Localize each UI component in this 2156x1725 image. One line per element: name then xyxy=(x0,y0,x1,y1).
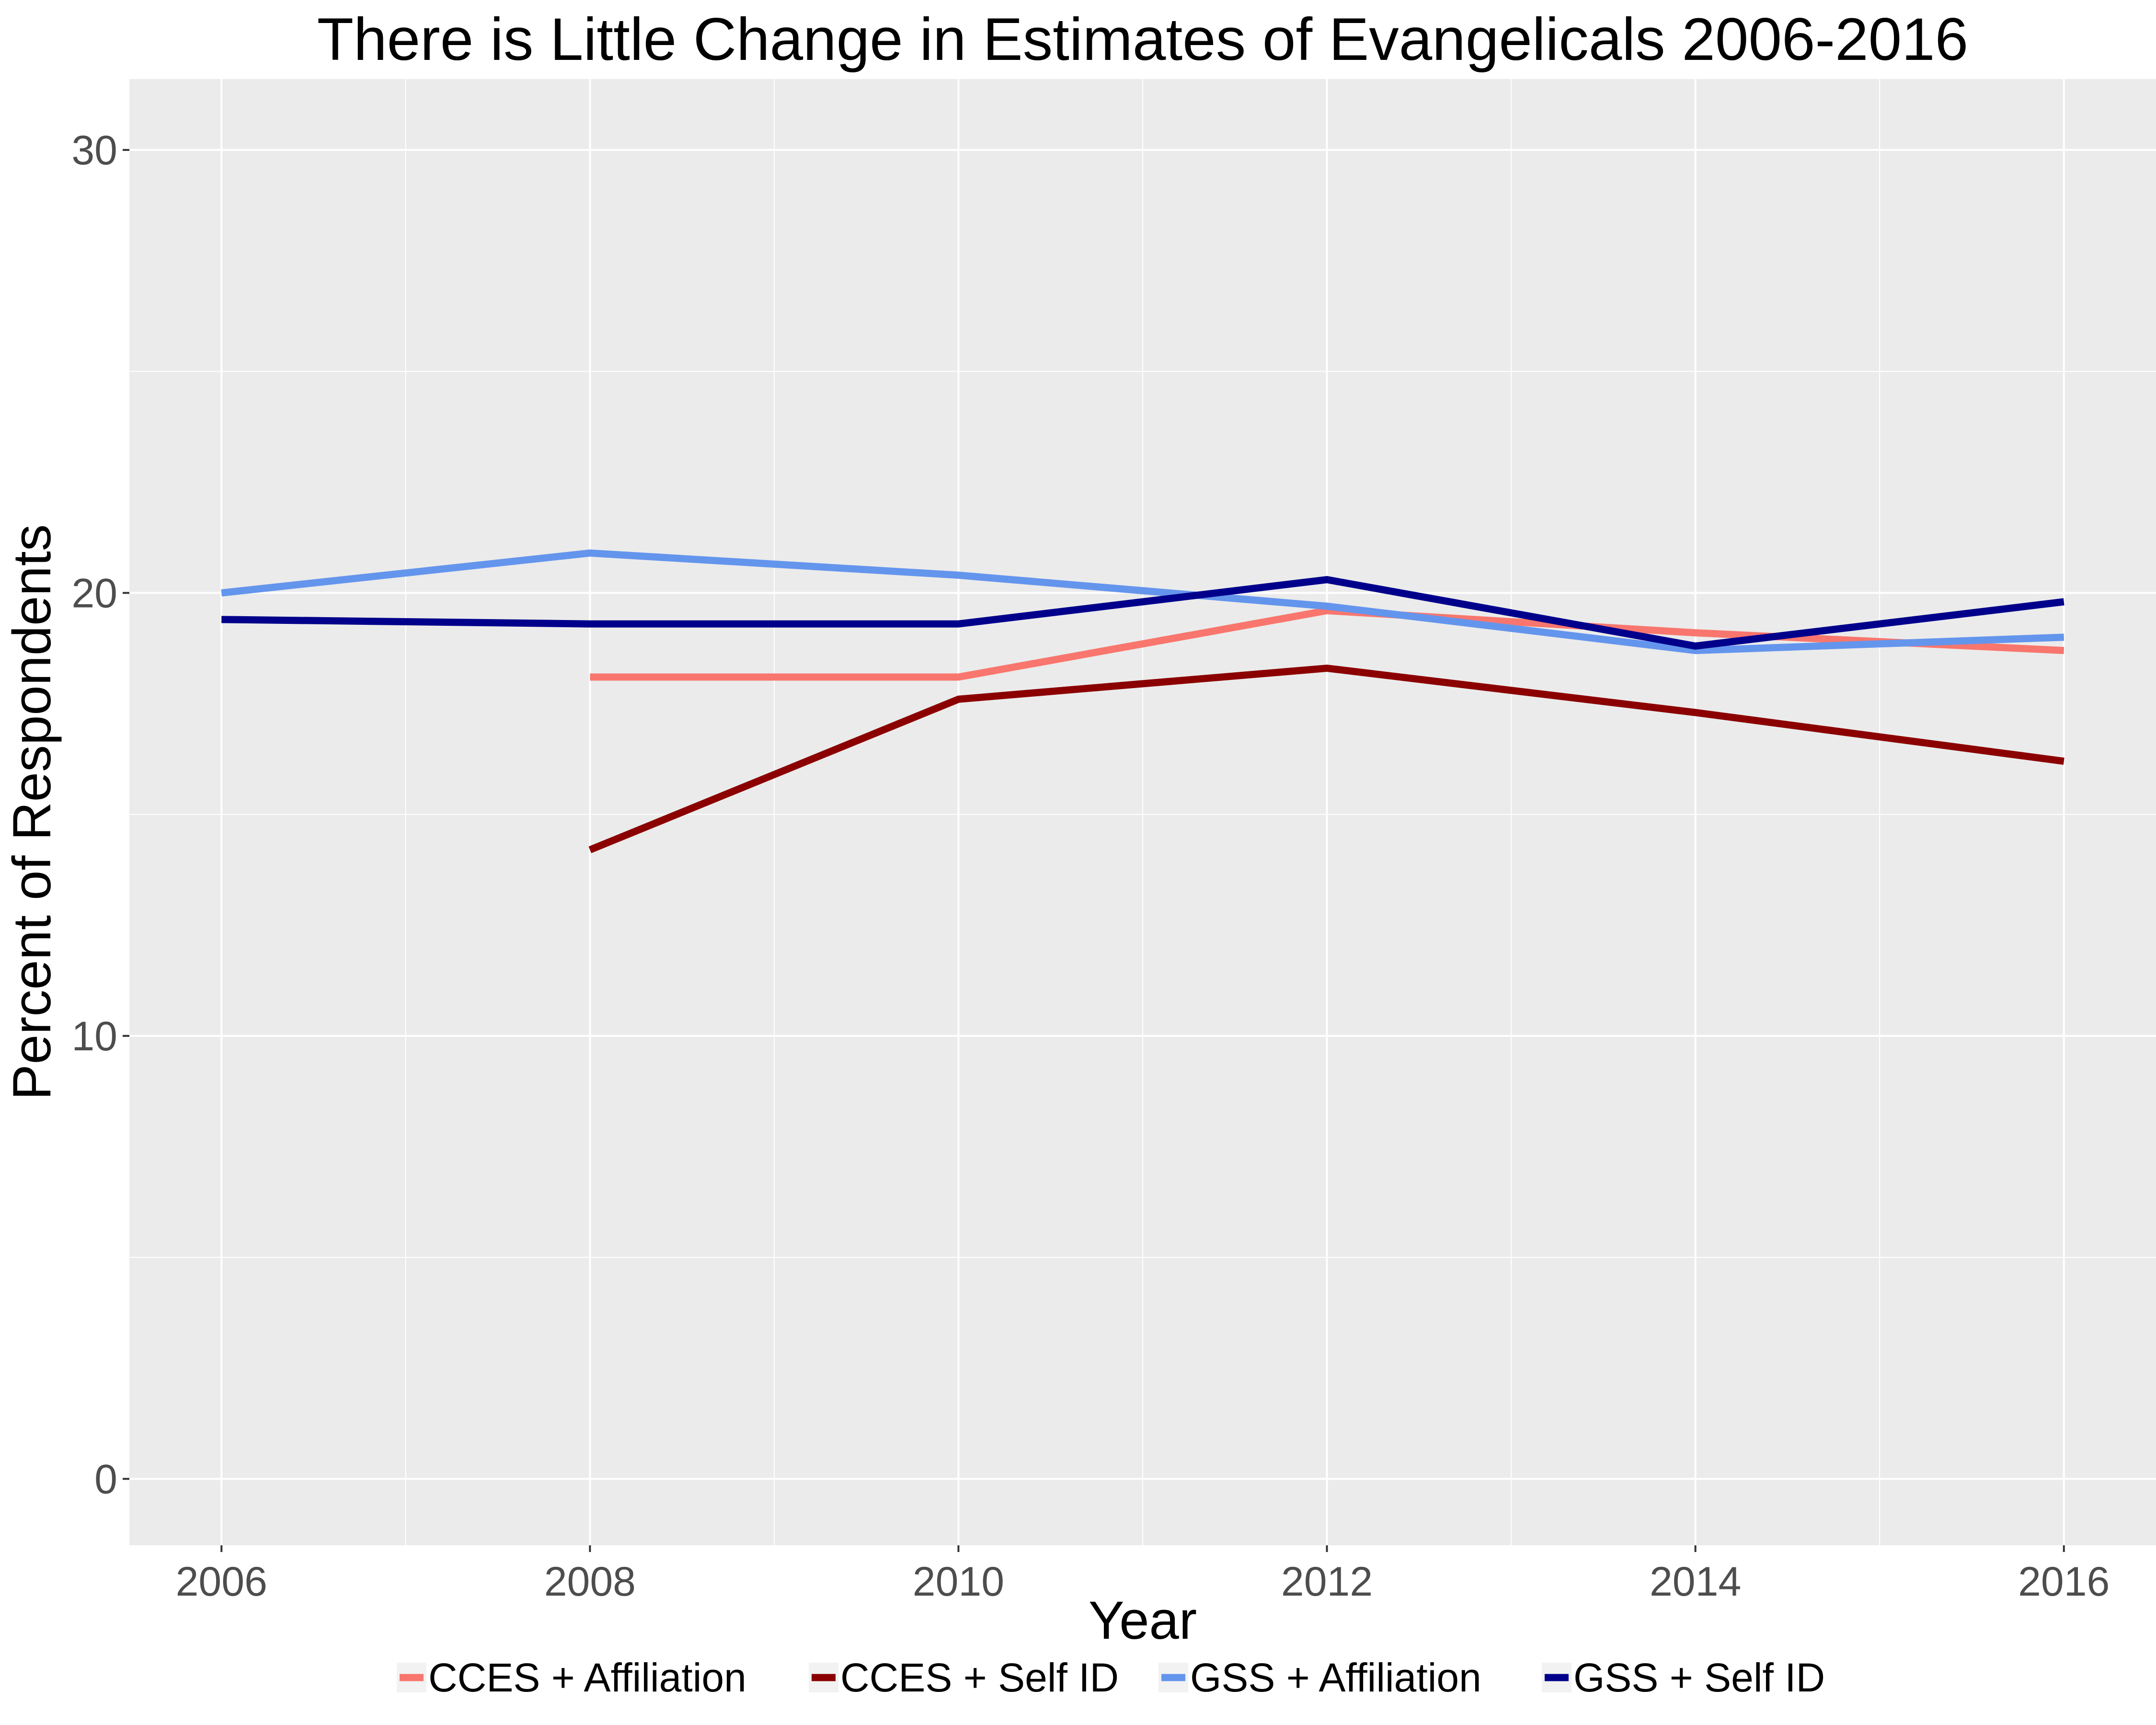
y-tick-label: 30 xyxy=(71,127,117,173)
chart-title: There is Little Change in Estimates of E… xyxy=(317,6,1968,73)
x-axis-title: Year xyxy=(1089,1590,1197,1650)
x-tick-label: 2008 xyxy=(544,1559,636,1605)
y-axis-title: Percent of Respondents xyxy=(2,524,62,1100)
legend-label: GSS + Self ID xyxy=(1573,1655,1825,1700)
y-tick-label: 0 xyxy=(94,1456,117,1502)
series-line-1 xyxy=(590,607,2064,681)
x-tick-label: 2016 xyxy=(2018,1559,2110,1605)
series-line-3 xyxy=(221,549,2064,655)
x-tick-label: 2012 xyxy=(1281,1559,1373,1605)
x-tick-label: 2014 xyxy=(1650,1559,1741,1605)
series-line-4 xyxy=(221,576,2064,650)
legend-label: GSS + Affiliation xyxy=(1190,1655,1481,1700)
plot-area: 2006 2008 2010 2012 2014 2016 0 10 20 30 xyxy=(71,79,2156,1605)
legend-label: CCES + Self ID xyxy=(840,1655,1119,1700)
y-tick-label: 10 xyxy=(71,1013,117,1059)
legend: CCES + Affiliation CCES + Self ID GSS + Af… xyxy=(397,1655,1825,1700)
series-line-2 xyxy=(588,665,2064,853)
y-tick-label: 20 xyxy=(71,570,117,616)
legend-label: CCES + Affiliation xyxy=(428,1655,746,1700)
x-tick-label: 2010 xyxy=(913,1559,1004,1605)
x-tick-label: 2006 xyxy=(176,1559,267,1605)
